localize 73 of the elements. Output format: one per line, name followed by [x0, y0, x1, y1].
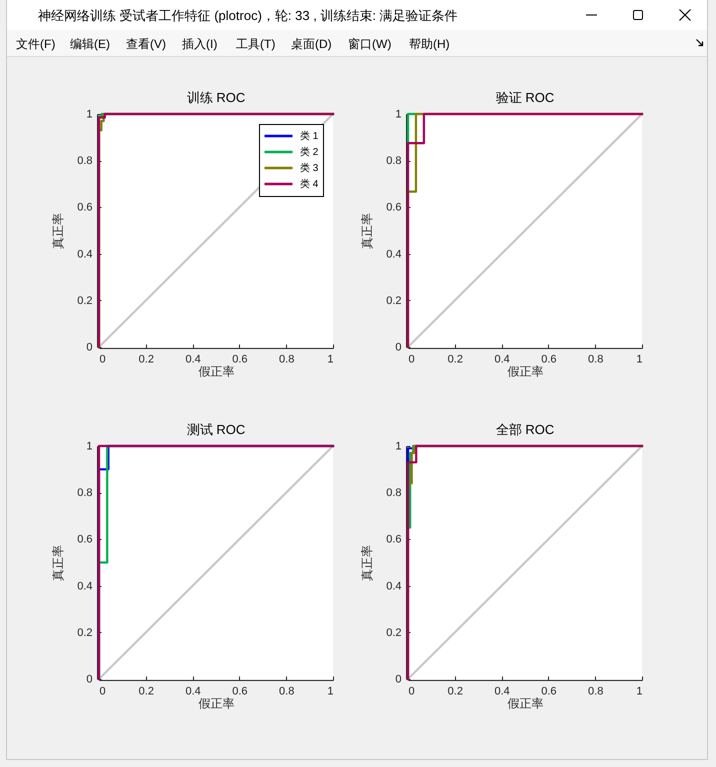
legend-label: 类 3 [300, 162, 319, 174]
x-axis-title: 假正率 [508, 364, 544, 378]
x-tick-label: 0.8 [588, 686, 604, 698]
x-tick-label: 0.6 [232, 354, 248, 366]
x-axis-title: 假正率 [198, 696, 234, 710]
y-tick-label: 0.6 [386, 202, 402, 214]
x-tick-label: 0.4 [185, 686, 201, 698]
text: 插入(I) [182, 36, 218, 53]
y-tick-label: 0 [86, 342, 92, 354]
y-tick-label: 0.4 [77, 580, 92, 592]
y-tick-label: 0.2 [77, 626, 92, 639]
y-tick-label: 0.6 [386, 534, 402, 546]
text: 编辑(E) [70, 36, 110, 53]
x-axis-title: 假正率 [198, 364, 234, 378]
y-axis-title: 真正率 [51, 213, 66, 249]
x-tick-label: 0.4 [494, 686, 510, 698]
text: 窗口(W) [348, 36, 392, 53]
y-tick-label: 1 [395, 108, 402, 120]
x-tick-label: 0.2 [448, 354, 463, 366]
y-tick-label: 1 [86, 440, 92, 452]
text: 神经网络训练 受试者工作特征 (plotroc)，轮: 33 , 训练结束: 满足验证条件 [38, 7, 458, 25]
chart-title: 训练 ROC [186, 90, 246, 105]
y-tick-label: 0.2 [77, 294, 92, 307]
x-tick-label: 0.8 [279, 686, 294, 698]
x-tick-label: 0.6 [232, 686, 248, 698]
x-tick-label: 1 [327, 354, 334, 366]
x-tick-label: 0.2 [448, 686, 463, 698]
y-tick-label: 0.2 [386, 294, 402, 307]
y-tick-label: 0.6 [77, 202, 92, 214]
y-tick-label: 0.4 [386, 248, 402, 260]
legend-label: 类 4 [300, 178, 319, 190]
y-tick-label: 1 [395, 440, 402, 452]
x-tick-label: 0.4 [185, 354, 201, 366]
y-tick-label: 0.2 [386, 626, 402, 639]
y-tick-label: 0.8 [77, 155, 92, 168]
x-tick-label: 0.2 [138, 686, 154, 698]
x-tick-label: 1 [327, 686, 334, 698]
y-axis-title: 真正率 [360, 545, 374, 581]
x-tick-label: 0.6 [541, 686, 557, 698]
text: 桌面(D) [291, 36, 332, 53]
y-tick-label: 0.6 [77, 534, 92, 546]
y-tick-label: 0 [86, 674, 92, 686]
y-tick-label: 0.8 [77, 487, 92, 500]
y-axis-title: 真正率 [360, 213, 374, 249]
y-tick-label: 0.4 [77, 248, 92, 260]
y-tick-label: 1 [86, 108, 92, 120]
y-tick-label: 0 [395, 674, 402, 686]
x-tick-label: 0 [100, 686, 106, 698]
x-tick-label: 1 [636, 354, 642, 366]
x-axis-title: 假正率 [508, 696, 544, 710]
x-tick-label: 0.2 [138, 354, 154, 366]
x-tick-label: 0.8 [588, 354, 604, 366]
x-tick-label: 1 [636, 686, 642, 698]
text: 文件(F) [16, 36, 56, 53]
y-axis-title: 真正率 [51, 545, 66, 581]
chart-title: 验证 ROC [496, 90, 554, 105]
x-tick-label: 0 [408, 354, 415, 366]
legend-label: 类 2 [300, 146, 319, 158]
x-tick-label: 0.6 [541, 354, 557, 366]
chart-title: 全部 ROC [496, 422, 554, 437]
chart-title: 测试 ROC [186, 422, 246, 437]
x-tick-label: 0.4 [494, 354, 510, 366]
x-tick-label: 0 [100, 354, 106, 366]
y-tick-label: 0.8 [386, 487, 402, 500]
y-tick-label: 0 [395, 342, 402, 354]
x-tick-label: 0.8 [279, 354, 294, 366]
text: 查看(V) [126, 36, 166, 53]
legend-label: 类 1 [300, 130, 319, 142]
y-tick-label: 0.4 [386, 580, 402, 592]
text: 工具(T) [236, 36, 276, 53]
text: 帮助(H) [409, 36, 450, 53]
x-tick-label: 0 [408, 686, 415, 698]
y-tick-label: 0.8 [386, 155, 402, 168]
